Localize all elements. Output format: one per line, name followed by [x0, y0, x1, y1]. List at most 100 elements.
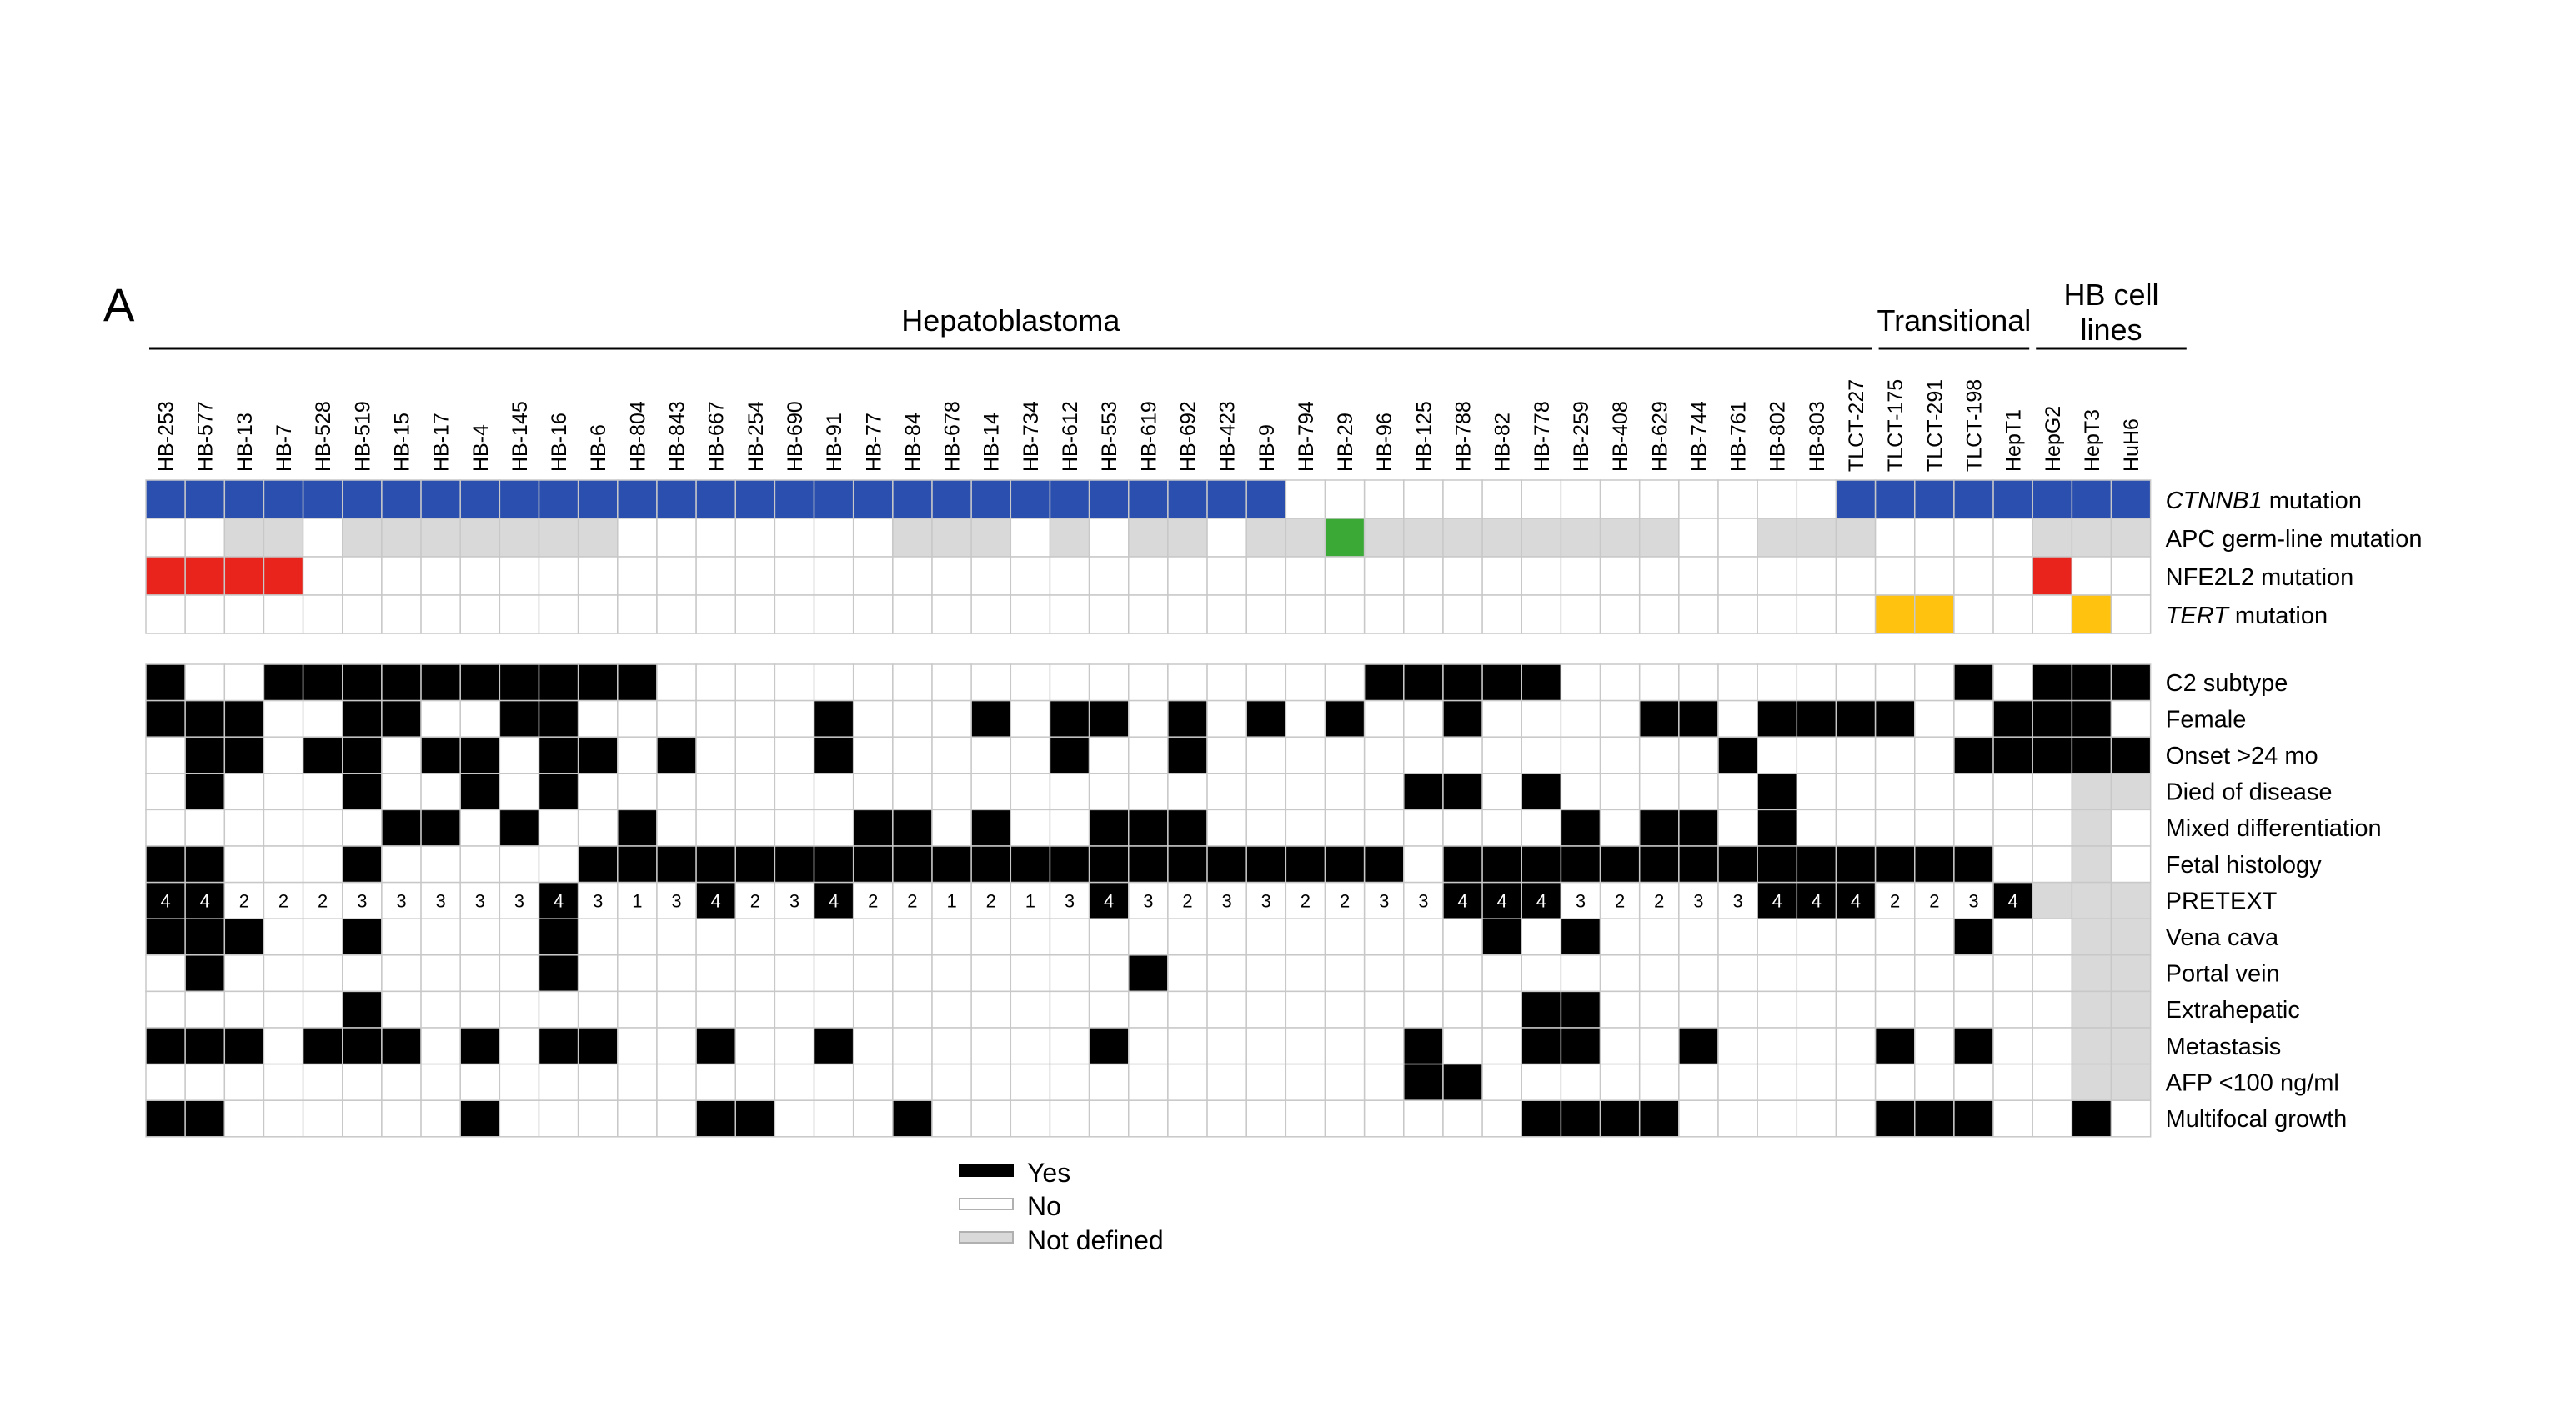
- mutation-cell: [1835, 518, 1877, 558]
- clinical-cell: [263, 809, 304, 847]
- clinical-cell: [1049, 1099, 1090, 1138]
- mutation-cell: [774, 518, 815, 558]
- mutation-cell: [1049, 479, 1090, 519]
- clinical-cell: [538, 1099, 579, 1138]
- mutation-cell: [2110, 556, 2152, 596]
- mutation-cell: [1599, 594, 1641, 634]
- pretext-value: 4: [1812, 890, 1822, 911]
- row-label-layer: CTNNB1 mutation APC germ-line mutation NFE…: [2166, 488, 2423, 1133]
- mutation-cell: [1442, 479, 1483, 519]
- clinical-cell: [184, 699, 226, 738]
- clinical-cell: [1874, 990, 1916, 1029]
- clinical-cell: [499, 1099, 540, 1138]
- clinical-cell: [1049, 699, 1090, 738]
- mutation-cell: [1049, 518, 1090, 558]
- clinical-cell: [695, 736, 736, 774]
- clinical-cell: [145, 918, 186, 956]
- legend: Yes No Not defined: [959, 1158, 1164, 1255]
- clinical-cell: [223, 809, 265, 847]
- mutation-cell: [1953, 556, 1994, 596]
- mutation-cell: [1010, 518, 1051, 558]
- column-label: HB-528: [312, 401, 335, 472]
- clinical-cell: [381, 990, 422, 1029]
- clinical-cell: [223, 1027, 265, 1065]
- clinical-cell: [2071, 663, 2112, 702]
- clinical-cell: [499, 918, 540, 956]
- mutation-cell: [1599, 556, 1641, 596]
- clinical-cell: [2110, 736, 2152, 774]
- clinical-cell: [223, 699, 265, 738]
- clinical-cell: [852, 809, 894, 847]
- mutation-cell: [223, 594, 265, 634]
- clinical-cell: [1128, 773, 1169, 811]
- clinical-cell: [931, 845, 972, 884]
- clinical-cell: [1363, 663, 1405, 702]
- pretext-value: 3: [1418, 890, 1428, 911]
- clinical-cell: [1403, 663, 1444, 702]
- clinical-cell: [1599, 663, 1641, 702]
- pretext-value: 3: [1732, 890, 1742, 911]
- pretext-value: 4: [160, 890, 170, 911]
- clinical-cell: [302, 773, 343, 811]
- mutation-cell: [577, 556, 619, 596]
- clinical-cell: [1678, 1099, 1719, 1138]
- clinical-cell: [931, 1027, 972, 1065]
- clinical-cell: [734, 699, 776, 738]
- clinical-cell: [1717, 699, 1758, 738]
- row-label: Metastasis: [2166, 1034, 2282, 1060]
- pretext-cell: [656, 881, 697, 919]
- pretext-cell: [223, 881, 265, 919]
- clinical-cell: [1914, 918, 1955, 956]
- clinical-cell: [1245, 845, 1287, 884]
- clinical-cell: [774, 845, 815, 884]
- clinical-cell: [1088, 1027, 1130, 1065]
- column-label: HB-82: [1491, 413, 1515, 472]
- clinical-cell: [813, 990, 854, 1029]
- clinical-cell: [577, 954, 619, 993]
- clinical-cell: [499, 990, 540, 1029]
- column-label: HB-761: [1727, 401, 1751, 472]
- clinical-cell: [1324, 954, 1366, 993]
- pretext-value: 3: [514, 890, 524, 911]
- clinical-cell: [342, 1099, 383, 1138]
- clinical-cell: [1914, 699, 1955, 738]
- clinical-cell: [1285, 845, 1326, 884]
- mutation-cell: [302, 479, 343, 519]
- column-label: TLCT-175: [1884, 379, 1907, 472]
- clinical-cell: [2071, 1063, 2112, 1101]
- mutation-cell: [1088, 479, 1130, 519]
- pretext-value: 3: [593, 890, 603, 911]
- mutation-cell: [2071, 518, 2112, 558]
- clinical-cell: [1914, 1099, 1955, 1138]
- clinical-cell: [1757, 990, 1798, 1029]
- column-label: HB-14: [980, 413, 1004, 472]
- clinical-cell: [1403, 736, 1444, 774]
- mutation-cell: [1638, 518, 1680, 558]
- clinical-cell: [1481, 809, 1522, 847]
- mutation-cell: [459, 479, 501, 519]
- clinical-cell: [1285, 1027, 1326, 1065]
- pretext-cell: [774, 881, 815, 919]
- row-label: Mixed differentiation: [2166, 815, 2382, 842]
- clinical-cell: [1796, 1063, 1837, 1101]
- column-label: HB-794: [1295, 401, 1318, 472]
- clinical-cell: [2110, 954, 2152, 993]
- clinical-cell: [1678, 990, 1719, 1029]
- clinical-cell: [1953, 845, 1994, 884]
- clinical-cell: [1481, 1063, 1522, 1101]
- pretext-value: 4: [2008, 890, 2018, 911]
- clinical-cell: [263, 990, 304, 1029]
- pretext-cell: [2032, 881, 2073, 919]
- mutation-cell: [577, 518, 619, 558]
- column-label: HB-91: [823, 413, 846, 472]
- clinical-cell: [263, 699, 304, 738]
- clinical-cell: [1953, 1099, 1994, 1138]
- clinical-cell: [1796, 773, 1837, 811]
- clinical-cell: [302, 1099, 343, 1138]
- clinical-cell: [1442, 918, 1483, 956]
- mutation-cell: [2032, 479, 2073, 519]
- group-label-0: Hepatoblastoma: [901, 303, 1120, 338]
- mutation-cell: [263, 594, 304, 634]
- column-label: HB-259: [1570, 401, 1593, 472]
